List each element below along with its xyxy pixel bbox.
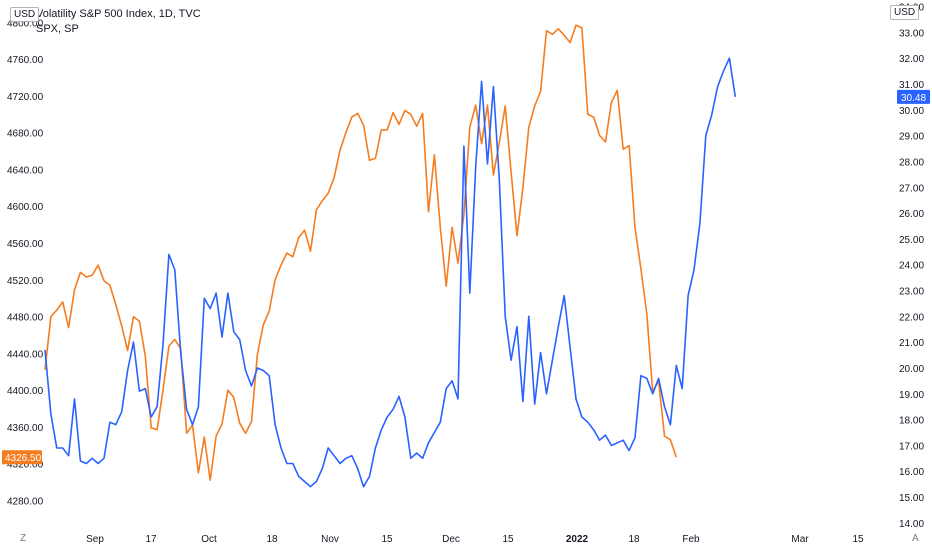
series-line-vix — [44, 57, 737, 488]
left-axis-tick-label: 4760.00 — [7, 55, 44, 66]
right-axis-currency-badge[interactable]: USD — [890, 5, 920, 20]
legend-compare-symbol: SPX, SP — [36, 23, 79, 35]
right-axis-tick-label: 22.00 — [899, 312, 924, 323]
legend-title: Volatility S&P 500 Index, 1D, TVC — [36, 8, 201, 20]
x-axis-tick-label: 2022 — [566, 534, 589, 545]
right-axis-tick-label: 18.00 — [899, 416, 924, 427]
right-axis-tick-label: 20.00 — [899, 364, 924, 375]
right-axis-tick-label: 24.00 — [899, 261, 924, 272]
x-axis-tick-label: Dec — [442, 534, 460, 545]
last-price-label-spx: 4326.50 — [5, 453, 42, 464]
left-axis-tick-label: 4600.00 — [7, 202, 44, 213]
x-axis-tick-label: Feb — [682, 534, 700, 545]
left-axis-tick-label: 4560.00 — [7, 239, 44, 250]
right-axis-tick-label: 15.00 — [899, 493, 924, 504]
chart-legend: Volatility S&P 500 Index, 1D, TVC SPX, S… — [36, 7, 201, 37]
right-axis-tick-label: 23.00 — [899, 287, 924, 298]
x-axis-tick-label: 18 — [628, 534, 640, 545]
last-price-label-spx-bg — [2, 450, 42, 465]
right-axis-tick-label: 27.00 — [899, 183, 924, 194]
right-axis-tick-label: 16.00 — [899, 467, 924, 478]
left-axis-tick-label: 4640.00 — [7, 165, 44, 176]
right-axis-tick-label: 28.00 — [899, 157, 924, 168]
x-axis-tick-label: 15 — [852, 534, 864, 545]
right-axis-tick-label: 25.00 — [899, 235, 924, 246]
right-axis-tick-label: 19.00 — [899, 390, 924, 401]
right-axis-tick-label: 30.00 — [899, 106, 924, 117]
x-axis-tick-label: Mar — [791, 534, 809, 545]
x-axis-tick-label: Oct — [201, 534, 217, 545]
zoom-corner-icon[interactable]: Z — [20, 533, 27, 544]
last-price-label-vix: 30.48 — [901, 93, 926, 104]
left-axis-tick-label: 4720.00 — [7, 92, 44, 103]
right-axis-tick-label: 31.00 — [899, 80, 924, 91]
left-axis-tick-label: 4440.00 — [7, 349, 44, 360]
x-axis-tick-label: 15 — [381, 534, 393, 545]
left-axis-tick-label: 4800.00 — [7, 18, 44, 29]
auto-scale-icon[interactable]: A — [912, 533, 919, 544]
left-axis-tick-label: 4400.00 — [7, 386, 44, 397]
x-axis-tick-label: 15 — [502, 534, 514, 545]
left-axis-tick-label: 4320.00 — [7, 460, 44, 471]
right-axis-tick-label: 26.00 — [899, 209, 924, 220]
last-price-label-vix-bg — [897, 89, 930, 104]
left-axis-tick-label: 4480.00 — [7, 313, 44, 324]
right-axis-tick-label: 14.00 — [899, 519, 924, 530]
left-axis-tick-label: 4680.00 — [7, 129, 44, 140]
x-axis-tick-label: Nov — [321, 534, 339, 545]
x-axis-tick-label: 17 — [145, 534, 157, 545]
series-line-spx — [44, 24, 678, 482]
x-axis-tick-label: 18 — [266, 534, 278, 545]
right-axis-tick-label: 17.00 — [899, 441, 924, 452]
left-axis-tick-label: 4520.00 — [7, 276, 44, 287]
right-axis-tick-label: 33.00 — [899, 28, 924, 39]
right-axis-tick-label: 21.00 — [899, 338, 924, 349]
left-axis-tick-label: 4280.00 — [7, 496, 44, 507]
x-axis-tick-label: Sep — [86, 534, 104, 545]
left-axis-currency-badge[interactable]: USD — [10, 7, 40, 22]
right-axis-tick-label: 32.00 — [899, 54, 924, 65]
left-axis-tick-label: 4360.00 — [7, 423, 44, 434]
right-axis-tick-label: 29.00 — [899, 132, 924, 143]
